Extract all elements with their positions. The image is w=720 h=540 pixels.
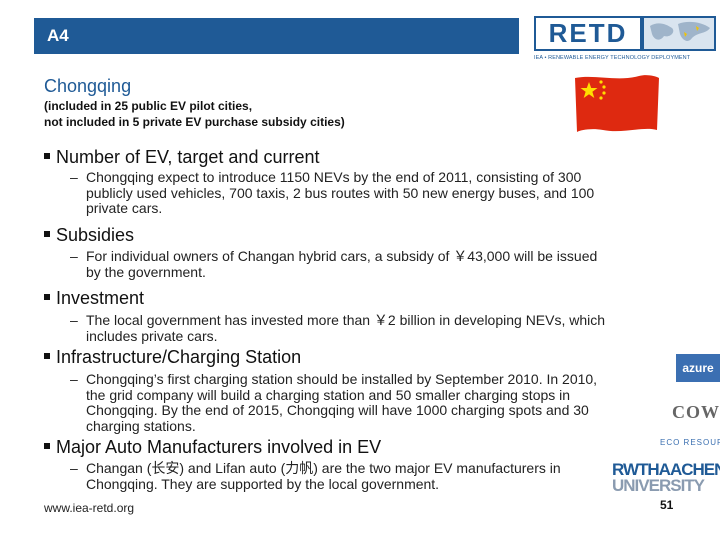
section-line: Chongqing. By the end of 2015, Chongqing… <box>86 402 589 418</box>
section-line: by the government. <box>86 263 206 280</box>
section-tab: A4 <box>34 18 519 54</box>
cowi-logo: COWI <box>672 402 720 422</box>
bullet-square-icon <box>44 443 50 449</box>
page-number: 51 <box>660 498 674 512</box>
section-body-investment: – The local government has invested more… <box>70 312 606 344</box>
title-note-line-2: not included in 5 private EV purchase su… <box>44 115 345 129</box>
world-map-icon <box>642 16 716 51</box>
section-heading-infrastructure: Infrastructure/Charging Station <box>44 347 301 367</box>
section-heading-investment: Investment <box>44 288 144 308</box>
section-line: publicly used vehicles, 700 taxis, 2 bus… <box>86 184 595 201</box>
section-body-ev-target: – Chongqing expect to introduce 1150 NEV… <box>70 169 595 216</box>
bullet-square-icon <box>44 353 50 359</box>
retd-logo-subtitle: IEA • RENEWABLE ENERGY TECHNOLOGY DEPLOY… <box>534 55 691 61</box>
section-line: the grid company will build a charging s… <box>86 386 571 403</box>
bullet-square-icon <box>44 294 50 300</box>
section-heading-ev-target: Number of EV, target and current <box>44 147 319 167</box>
retd-logo-box: RETD <box>534 16 642 51</box>
retd-logo-text: RETD <box>548 18 628 48</box>
section-heading-manufacturers: Major Auto Manufacturers involved in EV <box>44 437 381 457</box>
title-note-line-1: (included in 25 public EV pilot cities, <box>44 99 253 113</box>
section-tab-label: A4 <box>47 26 69 45</box>
section-body-infrastructure: – Chongqing’s first charging station sho… <box>70 371 598 434</box>
section-line: For individual owners of Changan hybrid … <box>86 248 598 264</box>
title-note: (included in 25 public EV pilot cities, … <box>44 98 345 130</box>
eco-resources-logo: ECO RESOURCES <box>660 438 720 447</box>
section-body-subsidies: – For individual owners of Changan hybri… <box>70 248 598 280</box>
section-line: The local government has invested more t… <box>86 312 606 328</box>
footer-url: www.iea-retd.org <box>44 501 135 515</box>
section-line: Changan (长安) and Lifan auto (力帆) are the… <box>86 460 561 476</box>
page-title: Chongqing <box>44 76 132 96</box>
rwth-aachen-logo: RWTHAACHEN UNIVERSITY <box>612 460 720 495</box>
retd-logo: RETD IEA • RENEWABLE ENERGY TECHNOLOGY D… <box>534 12 716 70</box>
rwth-logo-line-1: RWTHAACHEN <box>612 460 720 479</box>
section-line: includes private cars. <box>86 327 218 344</box>
section-line: Chongqing expect to introduce 1150 NEVs … <box>86 169 582 185</box>
section-line: charging stations. <box>86 417 196 434</box>
china-flag-icon <box>573 74 661 134</box>
section-body-manufacturers: – Changan (长安) and Lifan auto (力帆) are t… <box>70 460 561 492</box>
rwth-logo-line-2: UNIVERSITY <box>612 476 705 495</box>
section-line: private cars. <box>86 200 163 216</box>
section-line: Chongqing’s first charging station shoul… <box>86 371 598 387</box>
bullet-square-icon <box>44 231 50 237</box>
section-line: Chongqing. They are supported by the loc… <box>86 475 440 492</box>
section-heading-subsidies: Subsidies <box>44 225 134 245</box>
azure-logo: azure <box>676 354 720 382</box>
bullet-square-icon <box>44 153 50 159</box>
